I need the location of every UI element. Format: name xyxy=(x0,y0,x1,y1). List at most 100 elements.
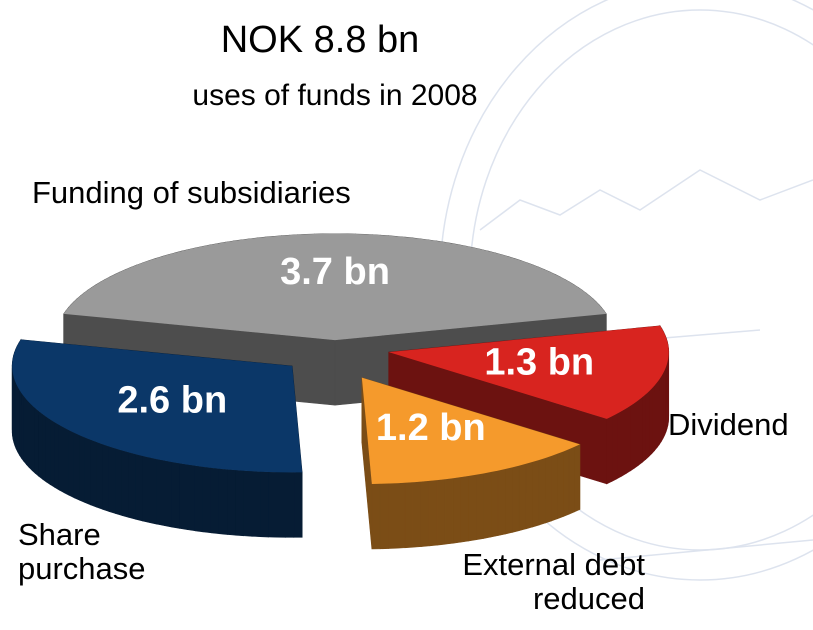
pie xyxy=(11,233,670,550)
slice-wall xyxy=(616,410,622,480)
slice-wall xyxy=(551,453,558,522)
slice-wall xyxy=(634,399,639,469)
slice-wall xyxy=(497,468,506,536)
category-label: Share purchase xyxy=(18,517,146,586)
slice-wall xyxy=(371,483,381,550)
slice-wall xyxy=(651,384,655,455)
slice-wall xyxy=(396,482,406,549)
slice-wall xyxy=(171,461,180,529)
slice-wall xyxy=(630,402,635,472)
slice-wall xyxy=(149,457,158,525)
slice-wall xyxy=(641,393,646,463)
category-label: Dividend xyxy=(668,407,789,442)
slice-wall xyxy=(412,481,422,548)
slice-wall xyxy=(293,472,303,538)
slice-wall xyxy=(34,407,39,477)
slice-wall xyxy=(73,432,80,501)
slice-wall xyxy=(102,443,110,512)
slice-wall xyxy=(142,455,151,523)
slice-wall xyxy=(574,443,581,513)
slice-wall xyxy=(452,476,461,544)
slice-wall xyxy=(538,457,546,526)
slice-wall xyxy=(379,483,389,550)
slice-wall xyxy=(58,424,65,494)
slice-wall xyxy=(68,429,75,499)
slice-wall xyxy=(420,480,430,547)
slice-wall xyxy=(21,392,25,463)
slice-wall xyxy=(276,471,286,538)
slice-wall xyxy=(563,448,570,517)
slice-wall xyxy=(606,415,613,485)
slice-wall xyxy=(260,471,269,538)
slice-wall xyxy=(638,396,643,466)
slice-wall xyxy=(135,453,143,522)
slice-wall xyxy=(108,446,116,514)
slice-wall xyxy=(656,378,660,449)
slice-wall xyxy=(38,410,43,480)
slice xyxy=(388,325,669,419)
value-label: 3.7 bn xyxy=(280,251,390,293)
slice-wall xyxy=(227,469,236,536)
slice-wall xyxy=(505,466,513,535)
slice-wall xyxy=(557,451,564,520)
slice xyxy=(12,339,303,473)
slice-wall xyxy=(525,461,533,530)
slice-wall xyxy=(194,465,204,533)
slice-wall xyxy=(235,469,245,537)
slice-wall xyxy=(42,413,47,483)
category-label: External debt reduced xyxy=(462,547,645,616)
slice-wall xyxy=(218,468,228,535)
slice-wall xyxy=(518,463,527,532)
slice-wall xyxy=(428,479,438,547)
slice-wall xyxy=(179,463,188,531)
slice-wall xyxy=(490,470,499,538)
slice-wall xyxy=(251,470,261,538)
slice-wall xyxy=(545,455,552,524)
chart-subtitle: uses of funds in 2008 xyxy=(192,79,477,112)
value-labels: 3.7 bn 1.3 bn 2.6 bn 1.2 bn xyxy=(117,251,594,449)
slice-wall xyxy=(90,439,98,508)
value-label: 1.3 bn xyxy=(484,342,594,384)
slice-wall xyxy=(621,407,627,477)
slice-wall xyxy=(45,416,51,486)
slice-wall xyxy=(23,395,27,466)
slice-wall xyxy=(156,458,165,527)
slice-wall xyxy=(285,472,295,538)
slice-wall xyxy=(659,375,662,446)
slice-wall xyxy=(532,459,540,528)
slice-wall xyxy=(645,390,650,461)
value-label: 1.2 bn xyxy=(376,407,486,449)
slice xyxy=(63,233,607,341)
slice-wall xyxy=(19,389,22,460)
slice-wall xyxy=(128,452,136,520)
slice-wall xyxy=(568,446,575,515)
slice-wall xyxy=(54,421,60,491)
slice-wall xyxy=(475,473,484,541)
slice-wall xyxy=(625,405,631,475)
slice-wall xyxy=(121,450,130,518)
slice-wall xyxy=(50,419,56,488)
slice xyxy=(361,377,580,484)
slice-wall xyxy=(63,427,70,496)
slice-wall xyxy=(26,398,30,469)
slice-wall xyxy=(268,471,278,538)
slice-wall xyxy=(648,387,653,458)
slice-wall xyxy=(187,464,196,532)
slice-wall xyxy=(96,441,104,510)
slice-wall xyxy=(654,381,658,452)
slice-wall xyxy=(468,474,477,542)
slice-wall xyxy=(210,467,220,535)
slice-wall xyxy=(483,471,492,539)
slice-wall xyxy=(202,466,212,534)
slice-wall xyxy=(404,481,414,549)
category-label: Funding of subsidiaries xyxy=(32,175,351,210)
value-label: 2.6 bn xyxy=(117,380,227,422)
slice-wall xyxy=(31,404,36,474)
slice-wall xyxy=(611,413,618,482)
slice-wall xyxy=(436,478,446,546)
slice-wall xyxy=(28,401,33,472)
slice-wall xyxy=(84,437,92,506)
slice-wall xyxy=(115,448,123,516)
slice-wall xyxy=(512,465,520,533)
